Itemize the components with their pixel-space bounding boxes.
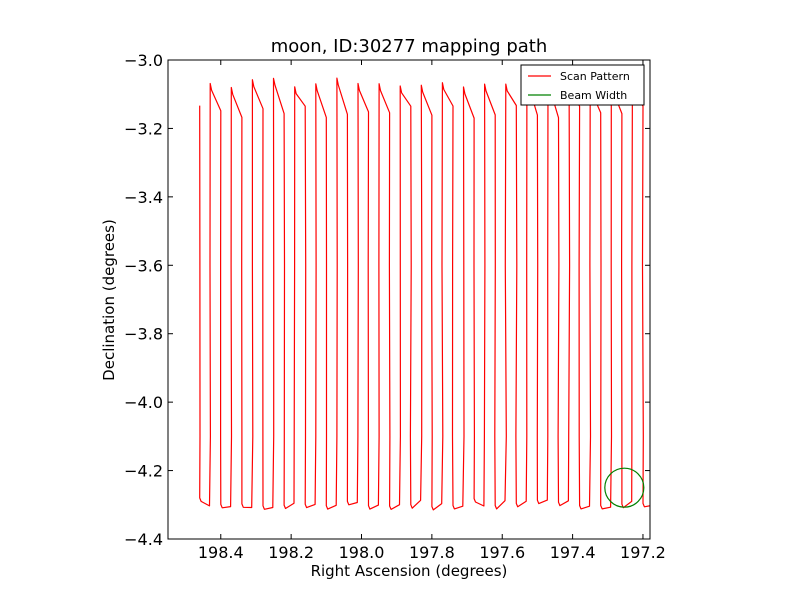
x-axis-title: Right Ascension (degrees) — [311, 562, 508, 580]
y-tick-label: −3.2 — [124, 119, 163, 138]
y-axis: −3.0 −3.2 −3.4 −3.6 −3.8 −4.0 −4.2 −4.4 — [124, 51, 650, 549]
x-tick-label: 197.2 — [620, 543, 666, 562]
x-tick-label: 197.6 — [479, 543, 525, 562]
chart-title: moon, ID:30277 mapping path — [271, 36, 548, 57]
legend-label-beam-width: Beam Width — [560, 89, 627, 102]
beam-width-circle — [604, 467, 645, 508]
y-tick-label: −3.6 — [124, 256, 163, 275]
x-axis: 198.4 198.2 198.0 197.8 197.6 197.4 197.2 — [198, 60, 666, 562]
y-tick-label: −4.0 — [124, 393, 163, 412]
plot-area — [199, 76, 650, 511]
y-tick-label: −3.0 — [124, 51, 163, 70]
legend-label-scan-pattern: Scan Pattern — [560, 70, 630, 83]
x-tick-label: 197.4 — [550, 543, 596, 562]
x-tick-label: 197.8 — [409, 543, 455, 562]
y-tick-label: −4.4 — [124, 530, 163, 549]
x-tick-label: 198.0 — [339, 543, 385, 562]
x-tick-label: 198.4 — [198, 543, 244, 562]
legend: Scan Pattern Beam Width — [520, 64, 645, 106]
scan-pattern-line — [199, 76, 650, 511]
y-tick-label: −4.2 — [124, 462, 163, 481]
x-tick-label: 198.2 — [268, 543, 314, 562]
y-axis-title: Declination (degrees) — [100, 219, 118, 381]
y-tick-label: −3.8 — [124, 325, 163, 344]
plot-frame — [167, 59, 651, 540]
y-tick-label: −3.4 — [124, 188, 163, 207]
legend-box — [520, 64, 645, 106]
